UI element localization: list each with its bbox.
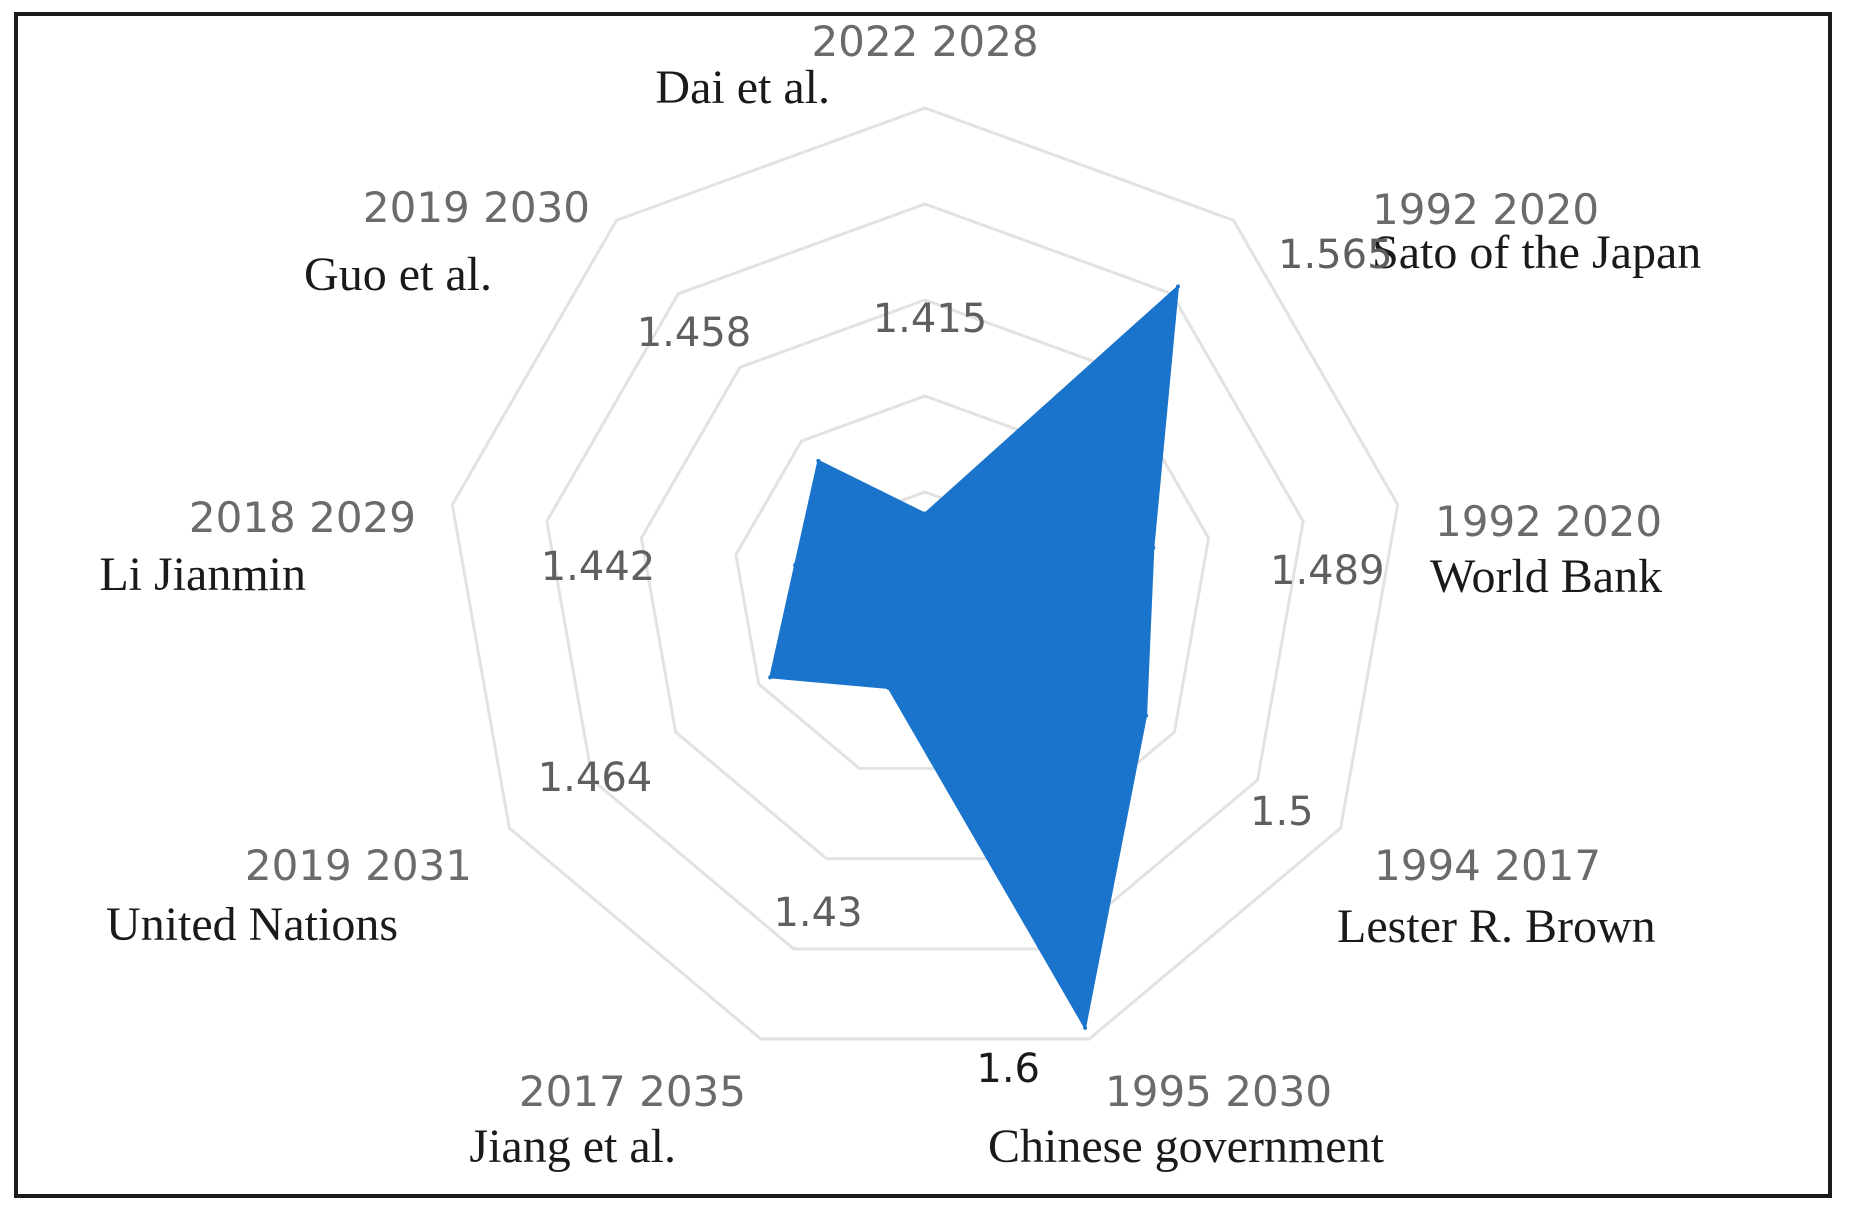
data-value-label: 1.5 (1250, 789, 1314, 835)
data-value-label: 1.464 (538, 755, 653, 801)
axis-category-label: Lester R. Brown (1337, 900, 1656, 953)
axis-years-label: 2022 2028 (811, 17, 1038, 66)
grid-ring (450, 106, 1400, 1041)
radar-point (768, 675, 773, 680)
grid-ring (545, 202, 1305, 951)
axis-category-label: Guo et al. (304, 248, 492, 301)
value-labels: 1.415 1.565 1.489 1.5 1.6 1.43 1.464 1.442 1.458 (538, 232, 1393, 1092)
radar-series-area (769, 284, 1180, 1031)
axis-category-label: Sato of the Japan (1372, 226, 1701, 279)
axis-category-label: World Bank (1430, 550, 1662, 603)
axis-years-label: 1994 2017 (1374, 841, 1601, 890)
axis-years-label: 1992 2020 (1372, 185, 1599, 234)
axis-years-label: 2018 2029 (189, 493, 416, 542)
axis-years-label: 1995 2030 (1105, 1067, 1332, 1116)
data-value-label: 1.565 (1278, 232, 1393, 278)
radar-point (1144, 713, 1149, 718)
axis-category-label: Dai et al. (655, 61, 830, 114)
axis-category-label: Jiang et al. (469, 1120, 676, 1173)
data-value-label: 1.442 (541, 544, 656, 590)
axis-category-label: Li Jianmin (99, 548, 306, 601)
data-value-label: 1.458 (637, 310, 752, 356)
radar-point (923, 511, 927, 516)
axis-category-label: Chinese government (988, 1120, 1385, 1173)
radar-point (886, 685, 891, 690)
axis-years-label: 2019 2031 (245, 841, 472, 890)
axis-years-label: 1992 2020 (1435, 497, 1662, 546)
radar-point (816, 458, 821, 463)
radar-area-layer (768, 284, 1180, 1031)
radar-point (1175, 284, 1180, 289)
radar-point (1151, 545, 1156, 550)
data-value-label: 1.43 (773, 890, 862, 936)
data-value-label: 1.415 (873, 296, 988, 342)
radar-point (1083, 1025, 1088, 1030)
data-value-label: 1.489 (1270, 548, 1385, 594)
axis-years-label: 2017 2035 (519, 1067, 746, 1116)
radar-point (793, 563, 798, 568)
axis-category-label: United Nations (106, 898, 398, 951)
axis-years-label: 2019 2030 (363, 183, 590, 232)
data-value-label: 1.6 (976, 1046, 1040, 1092)
